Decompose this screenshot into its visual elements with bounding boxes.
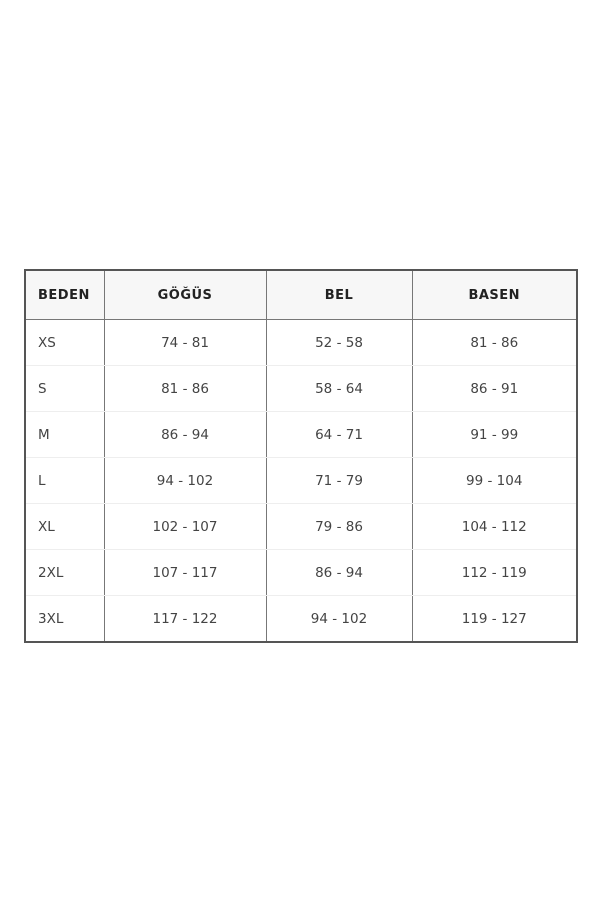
size-cell: L — [25, 457, 104, 504]
size-cell: XL — [25, 503, 104, 550]
table-row: XL 102 - 107 79 - 86 104 - 112 — [25, 503, 577, 550]
size-cell: XS — [25, 319, 104, 366]
measurement-cell: 112 - 119 — [411, 549, 577, 596]
table-row: L 94 - 102 71 - 79 99 - 104 — [25, 457, 577, 504]
measurement-cell: 81 - 86 — [411, 319, 577, 366]
measurement-cell: 81 - 86 — [103, 365, 266, 412]
header-row: BEDEN GÖĞÜS BEL BASEN — [25, 270, 577, 320]
table-row: S 81 - 86 58 - 64 86 - 91 — [25, 365, 577, 412]
measurement-cell: 71 - 79 — [265, 457, 412, 504]
table-row: 2XL 107 - 117 86 - 94 112 - 119 — [25, 549, 577, 596]
size-cell: 2XL — [25, 549, 104, 596]
measurement-cell: 79 - 86 — [265, 503, 412, 550]
table-row: XS 74 - 81 52 - 58 81 - 86 — [25, 319, 577, 366]
column-header: BEL — [265, 270, 412, 320]
column-header: GÖĞÜS — [103, 270, 266, 320]
measurement-cell: 94 - 102 — [265, 595, 412, 642]
measurement-cell: 104 - 112 — [411, 503, 577, 550]
measurement-cell: 94 - 102 — [103, 457, 266, 504]
table-row: 3XL 117 - 122 94 - 102 119 - 127 — [25, 595, 577, 642]
size-cell: 3XL — [38, 610, 64, 627]
size-cell: S — [25, 365, 104, 412]
measurement-cell: 64 - 71 — [265, 411, 412, 458]
size-cell: M — [25, 411, 104, 458]
measurement-cell: 91 - 99 — [411, 411, 577, 458]
measurement-cell: 99 - 104 — [411, 457, 577, 504]
measurement-cell: 102 - 107 — [103, 503, 266, 550]
column-header: BEDEN — [25, 270, 104, 320]
measurement-cell: 86 - 94 — [103, 411, 266, 458]
column-header: BASEN — [411, 270, 577, 320]
size-chart-table: BEDEN GÖĞÜS BEL BASEN XS 74 - 81 52 - 58 81 - … — [24, 269, 578, 643]
measurement-cell: 86 - 91 — [411, 365, 577, 412]
measurement-cell: 119 - 127 — [411, 595, 577, 642]
measurement-cell: 58 - 64 — [265, 365, 412, 412]
measurement-cell: 117 - 122 — [103, 595, 266, 642]
measurement-cell: 52 - 58 — [265, 319, 412, 366]
measurement-cell: 74 - 81 — [103, 319, 266, 366]
measurement-cell: 107 - 117 — [103, 549, 266, 596]
table-row: M 86 - 94 64 - 71 91 - 99 — [25, 411, 577, 458]
measurement-cell: 86 - 94 — [265, 549, 412, 596]
